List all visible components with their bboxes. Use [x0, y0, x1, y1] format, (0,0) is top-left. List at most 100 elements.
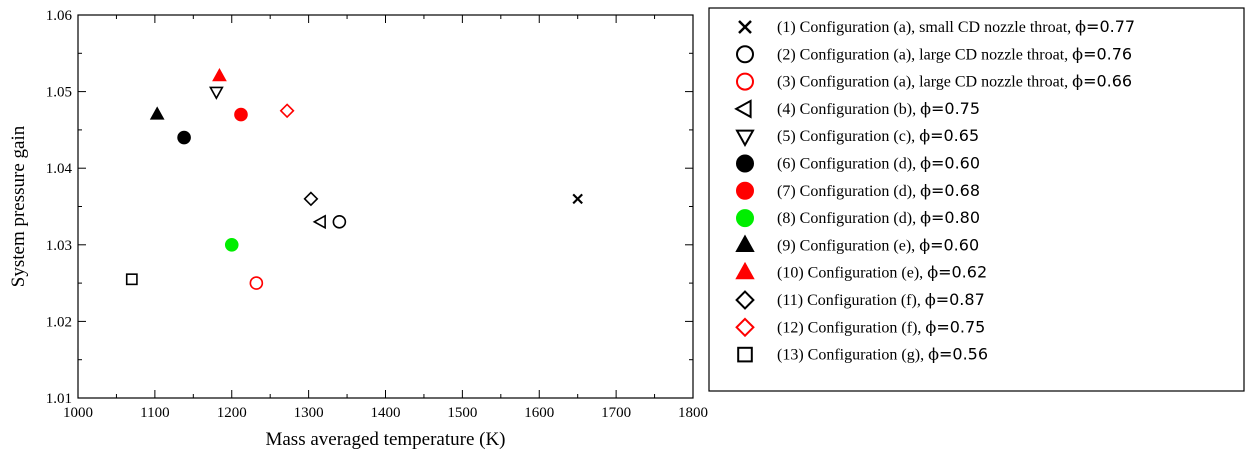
legend-entry-9: (9) Configuration (e), ϕ=0.60 — [777, 235, 979, 254]
legend-entry-11: (11) Configuration (f), ϕ=0.87 — [777, 290, 985, 309]
legend-phi-value: =0.87 — [936, 290, 985, 309]
data-point-6 — [177, 130, 191, 145]
legend-phi-value: =0.65 — [930, 126, 979, 145]
legend-phi-value: =0.76 — [1083, 44, 1132, 63]
legend-phi-symbol: ϕ — [925, 290, 936, 309]
data-point-10 — [212, 68, 227, 82]
legend-phi-symbol: ϕ — [927, 263, 938, 282]
legend-entry-4: (4) Configuration (b), ϕ=0.75 — [777, 99, 980, 118]
legend-phi-symbol: ϕ — [1072, 72, 1083, 91]
legend-label: (11) Configuration (f), — [777, 292, 925, 309]
legend-phi-symbol: ϕ — [919, 235, 930, 254]
legend-marker-5 — [735, 129, 755, 148]
x-tick-label: 1100 — [140, 405, 169, 421]
x-tick-label: 1200 — [217, 405, 247, 421]
y-tick-label: 1.04 — [46, 161, 73, 177]
legend-phi-value: =0.75 — [936, 317, 985, 336]
legend-label: (9) Configuration (e), — [777, 237, 919, 254]
legend-marker-1 — [738, 20, 752, 34]
legend-entry-7: (7) Configuration (d), ϕ=0.68 — [777, 181, 980, 200]
legend-marker-7 — [736, 181, 754, 200]
x-stroke — [572, 193, 583, 205]
x-tick-label: 1500 — [447, 405, 477, 421]
data-point-4 — [312, 214, 326, 230]
legend-entry-1: (1) Configuration (a), small CD nozzle t… — [777, 17, 1135, 36]
legend-entry-13: (13) Configuration (g), ϕ=0.56 — [777, 345, 988, 364]
legend-phi-symbol: ϕ — [920, 181, 931, 200]
legend-phi-value: =0.56 — [939, 345, 988, 364]
legend-phi-symbol: ϕ — [928, 345, 939, 364]
legend-phi-value: =0.68 — [931, 181, 980, 200]
legend-marker-6 — [736, 154, 754, 173]
legend-label: (2) Configuration (a), large CD nozzle t… — [777, 46, 1072, 63]
legend-phi-value: =0.77 — [1086, 17, 1135, 36]
data-point-9 — [149, 106, 165, 120]
legend-phi-value: =0.75 — [931, 99, 980, 118]
legend-phi-value: =0.80 — [931, 208, 980, 227]
legend-marker-8 — [736, 209, 754, 228]
legend-frame — [708, 7, 1245, 392]
legend-phi-value: =0.60 — [931, 154, 980, 173]
legend-label: (1) Configuration (a), small CD nozzle t… — [777, 19, 1075, 36]
legend-entry-10: (10) Configuration (e), ϕ=0.62 — [777, 263, 987, 282]
legend-label: (10) Configuration (e), — [777, 265, 927, 282]
legend-label: (8) Configuration (d), — [777, 210, 920, 227]
legend-entry-2: (2) Configuration (a), large CD nozzle t… — [777, 44, 1132, 63]
y-tick-label: 1.02 — [46, 314, 72, 330]
legend-marker-3 — [736, 72, 754, 91]
legend-phi-symbol: ϕ — [1075, 17, 1086, 36]
legend-marker-12 — [735, 317, 755, 338]
legend-entry-8: (8) Configuration (d), ϕ=0.80 — [777, 208, 980, 227]
data-point-12 — [279, 103, 295, 119]
data-point-2 — [332, 215, 347, 229]
legend-phi-symbol: ϕ — [920, 99, 931, 118]
legend-entry-12: (12) Configuration (f), ϕ=0.75 — [777, 317, 985, 336]
legend-phi-value: =0.62 — [938, 263, 987, 282]
legend-marker-9 — [735, 234, 755, 252]
y-tick-label: 1.05 — [46, 85, 72, 101]
legend-marker-13 — [737, 346, 753, 363]
legend-phi-value: =0.60 — [930, 235, 979, 254]
legend-label: (5) Configuration (c), — [777, 128, 919, 145]
y-tick-label: 1.01 — [46, 391, 72, 407]
data-point-11 — [303, 191, 319, 207]
legend-entry-3: (3) Configuration (a), large CD nozzle t… — [777, 72, 1132, 91]
data-point-1 — [572, 193, 583, 205]
legend-marker-10 — [735, 261, 755, 280]
legend-marker-2 — [736, 45, 754, 64]
legend-phi-symbol: ϕ — [920, 208, 931, 227]
x-tick-label: 1600 — [524, 405, 554, 421]
legend-label: (13) Configuration (g), — [777, 347, 928, 364]
x-axis-title: Mass averaged temperature (K) — [265, 429, 505, 450]
plot-area: 1000 1100 1200 1300 1400 1500 1600 1700 1800 1.01… — [46, 8, 708, 421]
x-stroke — [738, 20, 752, 34]
data-point-7 — [234, 107, 248, 122]
legend-label: (7) Configuration (d), — [777, 183, 920, 200]
legend-label: (6) Configuration (d), — [777, 156, 920, 173]
x-tick-label: 1300 — [294, 405, 324, 421]
x-tick-label: 1000 — [63, 405, 93, 421]
legend-entry-5: (5) Configuration (c), ϕ=0.65 — [777, 126, 979, 145]
plot-frame — [77, 14, 694, 399]
data-point-3 — [249, 276, 264, 290]
y-tick-label: 1.03 — [46, 238, 72, 254]
data-point-5 — [209, 86, 224, 100]
legend-phi-value: =0.66 — [1083, 72, 1132, 91]
legend-label: (3) Configuration (a), large CD nozzle t… — [777, 74, 1072, 91]
legend-phi-symbol: ϕ — [1072, 44, 1083, 63]
legend-phi-symbol: ϕ — [919, 126, 930, 145]
x-tick-label: 1400 — [371, 405, 401, 421]
legend-marker-11 — [735, 290, 755, 310]
data-point-8 — [224, 238, 239, 252]
x-tick-label: 1800 — [678, 405, 708, 421]
legend-label: (12) Configuration (f), — [777, 319, 925, 336]
legend-phi-symbol: ϕ — [920, 154, 931, 173]
legend-entry-6: (6) Configuration (d), ϕ=0.60 — [777, 154, 980, 173]
legend-label: (4) Configuration (b), — [777, 101, 920, 118]
legend-phi-symbol: ϕ — [925, 317, 936, 336]
legend: (1) Configuration (a), small CD nozzle t… — [708, 7, 1245, 392]
data-point-13 — [125, 273, 138, 286]
y-tick-label: 1.06 — [46, 8, 73, 24]
x-tick-label: 1700 — [601, 405, 631, 421]
